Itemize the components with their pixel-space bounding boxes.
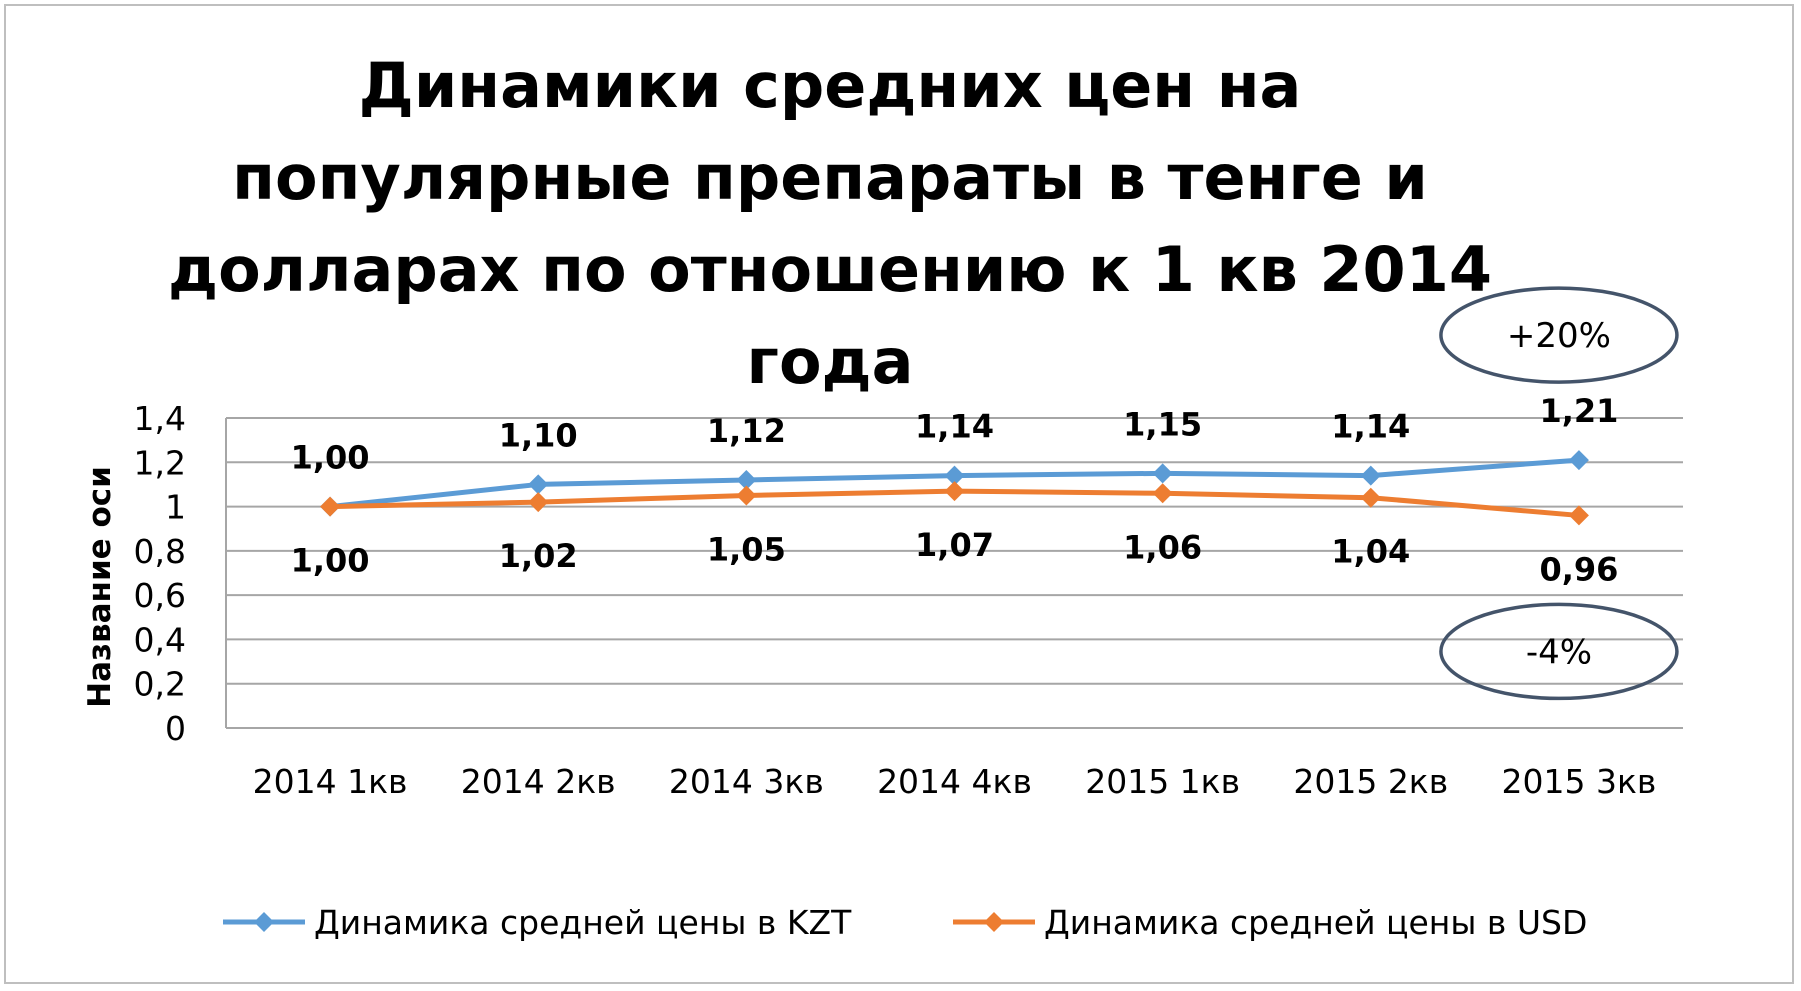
x-axis: 2014 1кв 2014 2кв 2014 3кв 2014 4кв 2015 1кв… — [253, 762, 1657, 801]
x-tick-label: 2014 3кв — [669, 762, 824, 801]
data-label: 1,14 — [1331, 408, 1410, 446]
legend-label: Динамика средней цены в KZT — [314, 903, 852, 942]
data-point-marker — [944, 481, 965, 502]
data-point-marker — [1360, 465, 1381, 486]
x-tick-label: 2015 1кв — [1085, 762, 1240, 801]
annotation-ellipse — [1439, 602, 1679, 701]
data-label: 1,05 — [707, 531, 786, 569]
x-tick-label: 2014 2кв — [461, 762, 616, 801]
y-tick-label: 0,4 — [134, 620, 186, 659]
data-point-marker — [1360, 487, 1381, 508]
data-point-marker — [736, 470, 757, 490]
data-label: 1,00 — [291, 542, 370, 580]
legend-marker — [254, 912, 274, 932]
data-point-marker — [1152, 463, 1173, 484]
annotations: +20% -4% — [1439, 286, 1679, 701]
y-axis: 0 0,2 0,4 0,6 0,8 1 1,2 1,4 — [134, 399, 227, 748]
data-label: 1,02 — [499, 537, 578, 575]
data-label: 1,14 — [915, 408, 994, 446]
data-point-marker — [320, 496, 341, 517]
y-tick-label: 0,2 — [134, 665, 186, 704]
series-layer — [320, 450, 1589, 526]
data-label: 1,00 — [291, 439, 370, 477]
x-tick-label: 2014 4кв — [877, 762, 1032, 801]
legend-label: Динамика средней цены в USD — [1044, 903, 1587, 942]
data-point-marker — [528, 474, 549, 495]
y-tick-label: 0,6 — [134, 576, 186, 615]
data-label: 1,07 — [915, 526, 994, 564]
y-tick-label: 1,2 — [134, 443, 186, 482]
y-tick-label: 1,4 — [134, 399, 186, 438]
annotation-text: +20% — [1507, 316, 1611, 356]
data-label: 0,96 — [1539, 550, 1618, 588]
y-axis-title: Название оси — [82, 466, 118, 708]
data-label: 1,21 — [1539, 392, 1618, 430]
data-point-marker — [528, 492, 549, 513]
data-point-marker — [1152, 483, 1173, 504]
data-point-marker — [1568, 505, 1589, 526]
data-label: 1,10 — [499, 416, 578, 454]
legend: Динамика средней цены в KZT Динамика сред… — [223, 903, 1587, 942]
data-point-marker — [944, 465, 965, 486]
y-tick-label: 0 — [165, 709, 186, 748]
data-label: 1,04 — [1331, 533, 1410, 571]
x-tick-label: 2015 2кв — [1293, 762, 1448, 801]
y-tick-label: 0,8 — [134, 532, 186, 571]
gridlines — [226, 417, 1683, 729]
data-label: 1,15 — [1123, 405, 1202, 443]
data-label: 1,06 — [1123, 528, 1202, 566]
data-label: 1,12 — [707, 412, 786, 450]
annotation-text: -4% — [1526, 632, 1592, 672]
data-labels: 1,00 1,10 1,12 1,14 1,15 1,14 1,21 1,00 1,02 1,05… — [291, 392, 1619, 588]
data-point-marker — [1568, 450, 1589, 471]
legend-marker — [984, 912, 1004, 932]
data-point-marker — [736, 485, 757, 506]
y-tick-label: 1 — [165, 488, 186, 527]
x-tick-label: 2014 1кв — [253, 762, 408, 801]
chart-title: Динамики средних цен на популярные препа… — [168, 49, 1492, 398]
x-tick-label: 2015 3кв — [1501, 762, 1656, 801]
annotation-ellipse — [1439, 286, 1679, 384]
